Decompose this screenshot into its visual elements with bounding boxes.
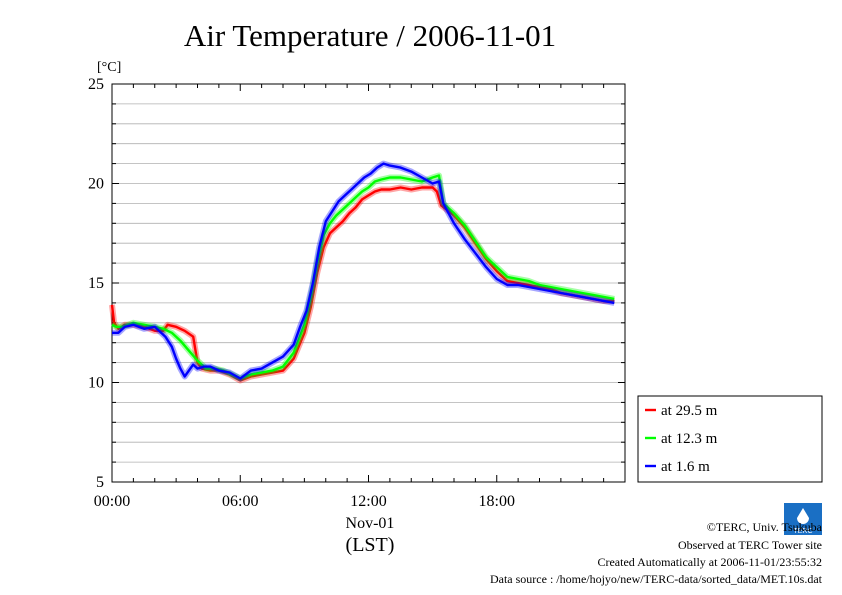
chart-title: Air Temperature / 2006-11-01 [184, 18, 556, 53]
legend-label: at 1.6 m [661, 459, 710, 475]
y-tick-label: 5 [96, 474, 104, 491]
credit-observed: Observed at TERC Tower site [678, 538, 822, 552]
y-tick-label: 15 [88, 275, 104, 292]
terc-logo: TERC [784, 503, 822, 535]
y-tick-label: 25 [88, 76, 104, 93]
credit-source: Data source : /home/hojyo/new/TERC-data/… [490, 572, 823, 586]
y-axis: 5 10 15 20 25 [88, 76, 625, 491]
series-line-1 [111, 174, 615, 380]
series-line-2 [112, 162, 615, 380]
x-tick-label: 12:00 [350, 493, 386, 510]
series-lines [109, 160, 615, 384]
legend-box [637, 395, 823, 483]
terc-logo-text: TERC [793, 528, 812, 535]
legend: at 29.5 m at 12.3 m at 1.6 m [637, 395, 823, 483]
x-axis-zone-label: (LST) [346, 534, 395, 556]
x-tick-label: 06:00 [222, 493, 258, 510]
legend-label: at 29.5 m [661, 403, 718, 419]
y-tick-label: 20 [88, 176, 104, 193]
series-line-0 [110, 186, 615, 382]
credit-copyright: ©TERC, Univ. Tsukuba [707, 520, 823, 534]
water-drop-icon [797, 508, 809, 524]
credit-created: Created Automatically at 2006-11-01/23:5… [597, 555, 822, 569]
y-axis-unit: [°C] [97, 60, 121, 75]
legend-label: at 12.3 m [661, 431, 718, 447]
x-axis: 00:00 06:00 12:00 18:00 [94, 84, 626, 510]
x-tick-label: 18:00 [479, 493, 515, 510]
y-tick-label: 10 [88, 375, 104, 392]
x-tick-label: 00:00 [94, 493, 130, 510]
grid-lines [112, 103, 625, 463]
x-axis-date-label: Nov-01 [346, 515, 395, 532]
